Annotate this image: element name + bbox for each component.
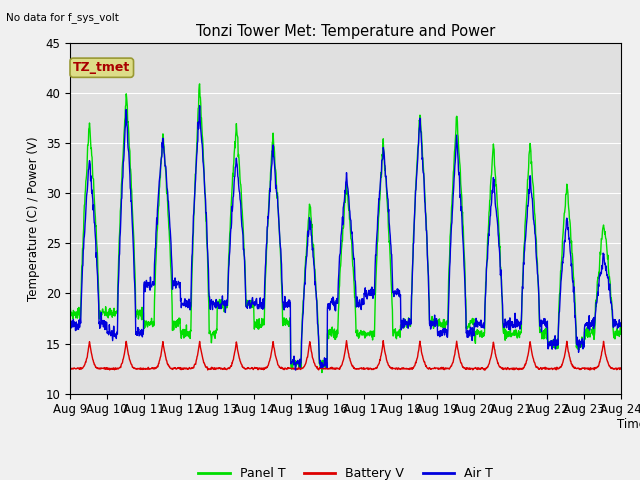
- Air T: [67, 320, 74, 326]
- X-axis label: Time: Time: [618, 418, 640, 431]
- Air T: [312, 288, 320, 294]
- Panel T: [300, 284, 308, 290]
- Line: Panel T: Panel T: [70, 84, 621, 372]
- Panel T: [322, 360, 330, 366]
- Battery V: [300, 364, 308, 370]
- Panel T: [381, 156, 388, 162]
- Battery V: [481, 367, 488, 373]
- Air T: [381, 153, 388, 159]
- Legend: Panel T, Battery V, Air T: Panel T, Battery V, Air T: [193, 462, 498, 480]
- Battery V: [342, 338, 350, 344]
- Battery V: [617, 366, 625, 372]
- Y-axis label: Temperature (C) / Power (V): Temperature (C) / Power (V): [28, 136, 40, 300]
- Battery V: [312, 363, 319, 369]
- Panel T: [318, 370, 326, 375]
- Panel T: [132, 287, 140, 292]
- Panel T: [617, 331, 625, 337]
- Line: Battery V: Battery V: [70, 341, 621, 370]
- Battery V: [67, 365, 74, 371]
- Air T: [301, 280, 308, 286]
- Battery V: [380, 343, 388, 349]
- Air T: [132, 305, 140, 311]
- Air T: [617, 320, 625, 326]
- Air T: [322, 356, 330, 361]
- Panel T: [312, 281, 319, 287]
- Battery V: [109, 366, 117, 372]
- Line: Air T: Air T: [70, 106, 621, 370]
- Panel T: [67, 306, 74, 312]
- Air T: [196, 103, 204, 108]
- Panel T: [109, 311, 117, 316]
- Air T: [109, 332, 117, 338]
- Battery V: [132, 366, 140, 372]
- Air T: [292, 367, 300, 373]
- Panel T: [196, 81, 204, 87]
- Battery V: [321, 366, 329, 372]
- Text: TZ_tmet: TZ_tmet: [73, 61, 131, 74]
- Text: No data for f_sys_volt: No data for f_sys_volt: [6, 12, 119, 23]
- Title: Tonzi Tower Met: Temperature and Power: Tonzi Tower Met: Temperature and Power: [196, 24, 495, 39]
